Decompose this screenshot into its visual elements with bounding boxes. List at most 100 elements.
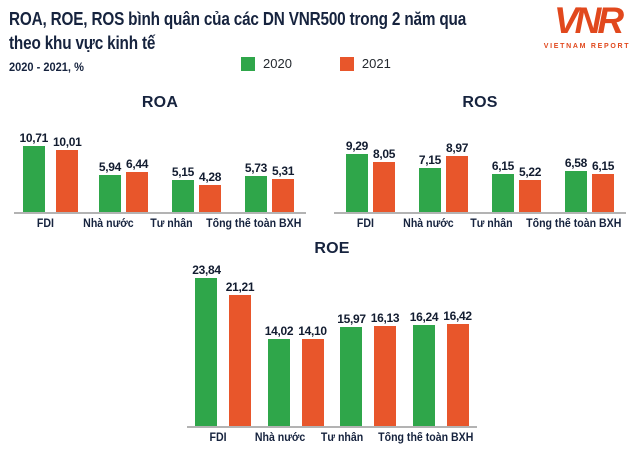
category-label: Tổng thể toàn BXH [206, 218, 302, 230]
category-label: FDI [36, 218, 54, 230]
bar-group-Tổng thể toàn BXH: 5,73 5,31 [233, 161, 306, 212]
vnr-logo: VNR VIETNAM REPORT [540, 0, 634, 50]
legend-label: 2020 [263, 56, 292, 71]
category-label: Tư nhân [149, 218, 193, 230]
legend-item-2020: 2020 [241, 56, 292, 71]
bar-value-label: 5,22 [519, 164, 542, 179]
bar-group-Tư nhân: 15,97 16,13 [332, 311, 405, 426]
bar-group-FDI: 9,29 8,05 [334, 139, 407, 212]
bar-group-Tư nhân: 5,15 4,28 [160, 165, 233, 212]
bar-value-label: 6,15 [592, 158, 615, 173]
bar-2021 [126, 172, 149, 212]
bar-unit: 16,42 [443, 309, 472, 426]
bar-value-label: 15,97 [337, 312, 366, 326]
bar-unit: 8,97 [446, 141, 468, 212]
page-title-line1: ROA, ROE, ROS bình quân của các DN VNR50… [9, 9, 467, 29]
bar-value-label: 16,42 [443, 309, 472, 324]
bars-area: 10,71 10,01 5,94 6,44 5,15 4,28 5,73 5,31 [14, 124, 306, 214]
bar-unit: 5,73 [245, 161, 267, 212]
bar-unit: 6,58 [565, 156, 587, 212]
bar-2020 [22, 145, 45, 212]
bar-value-label: 23,84 [192, 263, 221, 278]
bar-unit: 5,22 [519, 165, 541, 212]
bar-unit: 10,01 [53, 135, 82, 212]
bar-group-Nhà nước: 7,15 8,97 [407, 141, 480, 212]
bar-unit: 21,21 [225, 279, 255, 426]
bar-group-Nhà nước: 14,02 14,10 [260, 324, 333, 426]
bar-value-label: 8,05 [373, 147, 396, 162]
bar-value-label: 14,10 [298, 323, 327, 338]
bar-2021 [373, 162, 396, 212]
bar-value-label: 7,15 [418, 152, 441, 167]
page-title-line2: theo khu vực kinh tế [9, 33, 156, 54]
bar-value-label: 10,01 [53, 134, 82, 149]
chart-ros: ROS 9,29 8,05 7,15 8,97 6,15 5,22 6,58 6,15 FDI… [320, 94, 640, 230]
bar-unit: 5,31 [272, 164, 294, 212]
bar-value-label: 16,24 [409, 310, 439, 325]
bar-unit: 14,10 [298, 324, 327, 426]
bar-unit: 14,02 [265, 324, 294, 426]
bar-value-label: 5,73 [244, 161, 267, 176]
bar-2020 [267, 339, 290, 426]
bar-value-label: 16,13 [370, 311, 400, 325]
bar-2020 [345, 154, 368, 212]
bar-2021 [592, 173, 615, 212]
bar-unit: 7,15 [419, 153, 441, 212]
header: ROA, ROE, ROS bình quân của các DN VNR50… [0, 0, 640, 86]
bar-2021 [229, 294, 252, 426]
bar-value-label: 4,28 [199, 170, 222, 185]
categories-row: FDI Nhà nước Tư nhân Tổng thể toàn BXH [334, 214, 626, 230]
vnr-logo-text: VNR [553, 0, 624, 41]
category-label: Tư nhân [321, 432, 364, 444]
bar-value-label: 5,31 [272, 164, 295, 179]
bar-unit: 23,84 [192, 263, 221, 426]
bar-value-label: 5,94 [98, 160, 121, 175]
bar-2020 [244, 176, 267, 212]
bar-2020 [195, 278, 218, 426]
bars-area: 23,84 21,21 14,02 14,10 15,97 16,13 16,24 16,42 [187, 262, 477, 428]
chart-title-ros: ROS [462, 94, 498, 111]
bar-value-label: 8,97 [446, 141, 469, 156]
page-title: ROA, ROE, ROS bình quân của các DN VNR50… [9, 7, 640, 55]
bar-value-label: 6,15 [491, 158, 514, 173]
category-label: FDI [356, 218, 374, 230]
bar-2020 [564, 171, 587, 212]
categories-row: FDI Nhà nước Tư nhân Tổng thể toàn BXH [187, 428, 477, 444]
bar-unit: 6,15 [592, 159, 614, 212]
legend-swatch-2021 [339, 56, 354, 71]
category-label: Tổng thể toàn BXH [526, 218, 622, 230]
subtitle-unit-label: 2020 - 2021, % [9, 60, 84, 75]
bar-unit: 8,05 [373, 147, 395, 212]
legend: 2020 2021 [241, 56, 391, 71]
category-label: Tổng thể toàn BXH [377, 432, 473, 444]
bar-2020 [491, 173, 514, 212]
bar-unit: 5,94 [99, 160, 121, 212]
chart-roe: ROE 23,84 21,21 14,02 14,10 15,97 16,13 16,24 1… [177, 240, 487, 444]
vnr-logo-caption: VIETNAM REPORT [543, 43, 631, 50]
bars-area: 9,29 8,05 7,15 8,97 6,15 5,22 6,58 6,15 [334, 124, 626, 214]
bar-value-label: 5,15 [171, 165, 194, 180]
bar-2020 [171, 180, 194, 212]
bar-group-FDI: 10,71 10,01 [14, 131, 87, 212]
bar-unit: 15,97 [337, 312, 366, 426]
categories-row: FDI Nhà nước Tư nhân Tổng thể toàn BXH [14, 214, 306, 230]
bar-2021 [56, 149, 79, 212]
bar-unit: 4,28 [199, 170, 221, 212]
bar-unit: 6,15 [492, 159, 514, 212]
bar-value-label: 21,21 [225, 279, 255, 294]
bar-unit: 6,44 [126, 157, 148, 212]
category-label: FDI [209, 432, 227, 444]
bar-unit: 16,13 [371, 311, 400, 426]
bar-group-Tổng thể toàn BXH: 6,58 6,15 [553, 156, 626, 212]
bar-value-label: 10,71 [19, 130, 48, 145]
bar-group-Tổng thể toàn BXH: 16,24 16,42 [405, 309, 478, 426]
bar-2020 [418, 167, 441, 212]
category-label: Tư nhân [469, 218, 513, 230]
bar-2020 [98, 175, 121, 212]
bar-unit: 16,24 [410, 310, 439, 426]
category-label: Nhà nước [403, 218, 454, 230]
legend-label: 2021 [361, 56, 391, 71]
bar-group-Nhà nước: 5,94 6,44 [87, 157, 160, 212]
bar-2021 [272, 179, 295, 212]
